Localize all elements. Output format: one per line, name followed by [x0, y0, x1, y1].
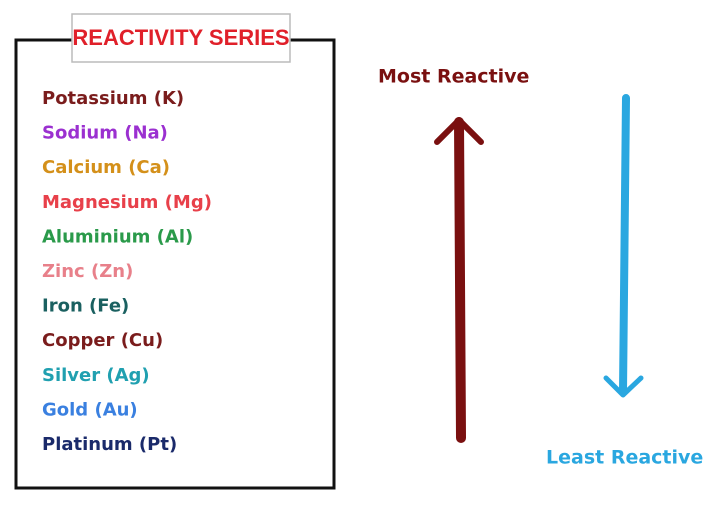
down-arrow-head	[603, 375, 644, 398]
least-reactive-label: Least Reactive	[546, 447, 703, 469]
title: REACTIVITY SERIES	[72, 25, 289, 50]
element-item: Silver (Ag)	[42, 365, 150, 386]
title-box	[71, 13, 291, 63]
element-item: Magnesium (Mg)	[42, 192, 212, 213]
up-arrow-shaft	[454, 117, 466, 443]
down-arrow-shaft	[619, 94, 630, 396]
element-item: Zinc (Zn)	[42, 261, 133, 282]
element-item: Platinum (Pt)	[42, 434, 177, 455]
most-reactive-label: Most Reactive	[378, 66, 529, 88]
element-item: Iron (Fe)	[42, 296, 129, 317]
series-box	[14, 38, 336, 490]
element-item: Calcium (Ca)	[42, 157, 170, 178]
element-item: Potassium (K)	[42, 88, 184, 109]
up-arrow-head	[434, 117, 484, 145]
element-item: Sodium (Na)	[42, 123, 168, 144]
element-item: Copper (Cu)	[42, 330, 163, 351]
element-item: Gold (Au)	[42, 399, 138, 420]
element-list: Potassium (K) Sodium (Na) Calcium (Ca) Magn…	[42, 88, 212, 455]
element-item: Aluminium (Al)	[42, 226, 193, 247]
